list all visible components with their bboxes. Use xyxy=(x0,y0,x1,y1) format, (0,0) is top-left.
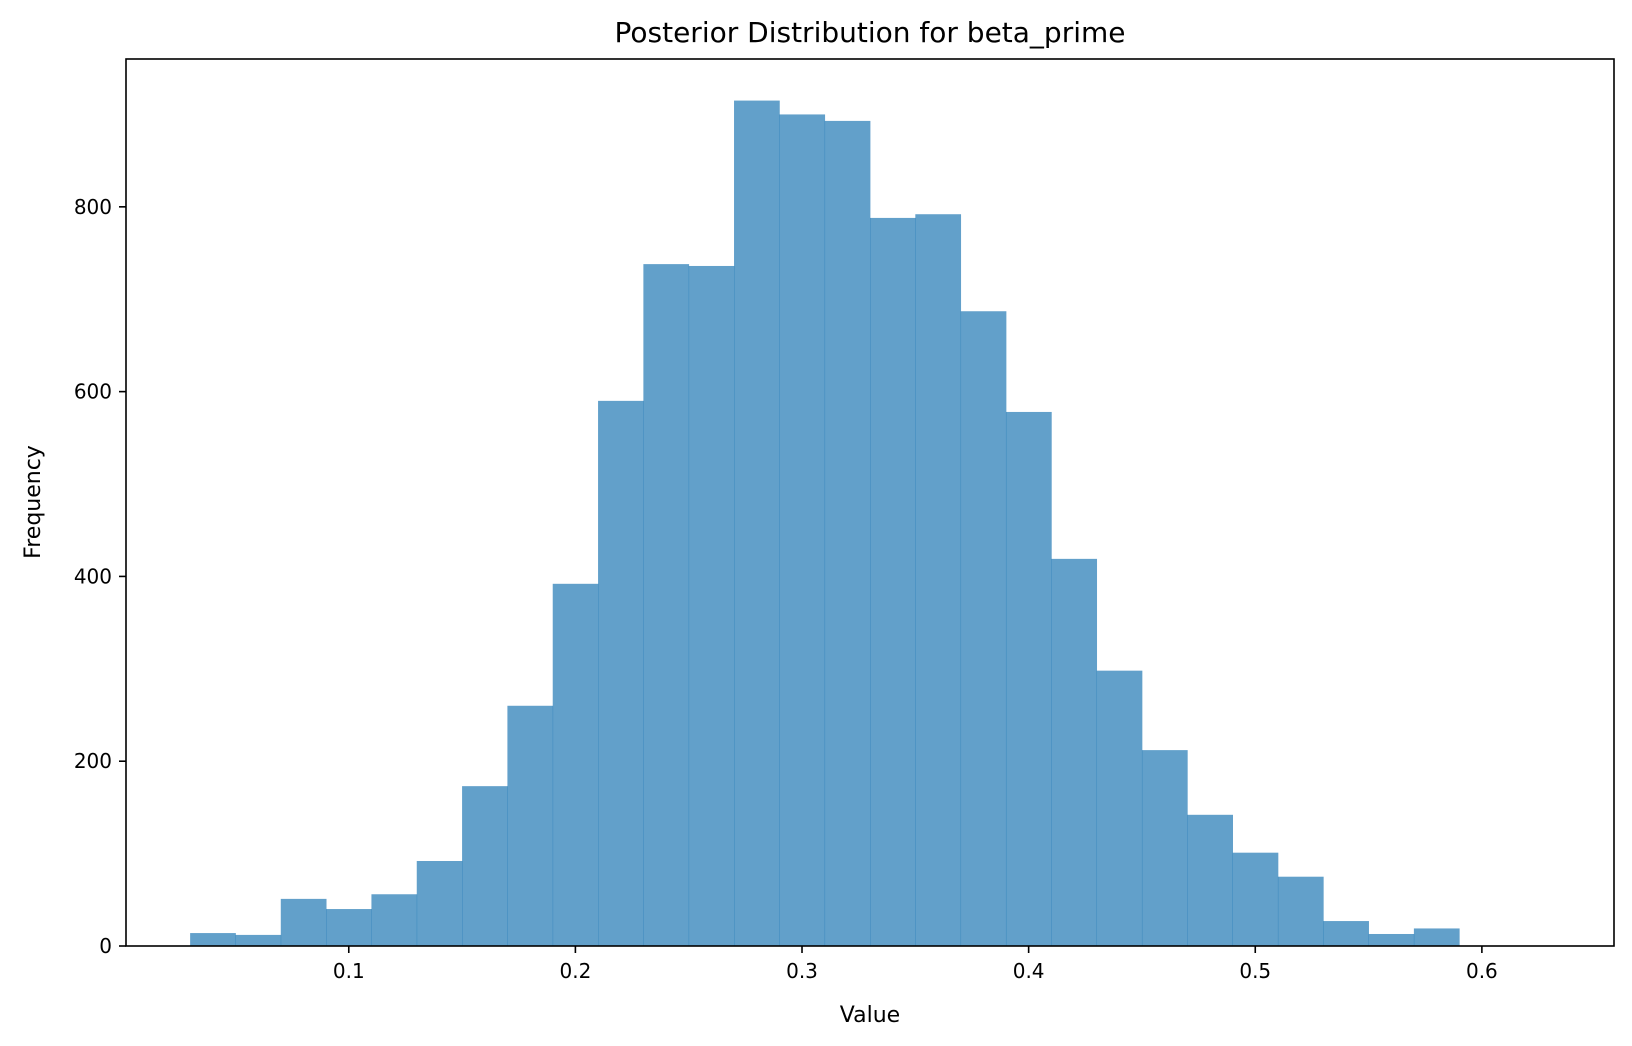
histogram-bars xyxy=(190,100,1460,947)
histogram-bar xyxy=(1051,558,1098,946)
histogram-bar xyxy=(870,217,916,946)
histogram-bar xyxy=(552,583,599,946)
y-tick-label: 0 xyxy=(99,934,112,958)
histogram-bar xyxy=(779,114,826,946)
histogram-bar xyxy=(1368,933,1415,946)
chart-title: Posterior Distribution for beta_prime xyxy=(615,16,1126,49)
histogram-bar xyxy=(1277,876,1324,946)
plot-frame xyxy=(125,58,1615,947)
x-tick-label: 0.2 xyxy=(559,959,591,983)
histogram-bar xyxy=(1413,928,1460,946)
histogram-bar xyxy=(280,898,327,946)
histogram-bar xyxy=(462,786,508,946)
x-tick-label: 0.3 xyxy=(786,959,818,983)
histogram-bar xyxy=(416,860,463,946)
y-axis-label: Frequency xyxy=(21,445,46,559)
histogram-bar xyxy=(371,894,418,946)
x-tick-label: 0.6 xyxy=(1466,959,1498,983)
histogram-bar xyxy=(326,909,372,946)
histogram-bar xyxy=(960,311,1007,947)
histogram-bar xyxy=(915,214,962,947)
y-tick-label: 200 xyxy=(74,749,112,773)
x-axis-ticks: 0.1 0.2 0.3 0.4 0.5 0.6 xyxy=(333,946,1498,983)
histogram-bar xyxy=(598,400,644,946)
x-tick-label: 0.1 xyxy=(333,959,365,983)
histogram-bar xyxy=(1323,921,1369,946)
histogram-bar xyxy=(235,934,282,946)
histogram-bar xyxy=(1187,814,1233,946)
histogram-bar xyxy=(688,265,735,946)
histogram-bar xyxy=(643,264,690,946)
histogram-bar xyxy=(1005,411,1052,946)
histogram-bar xyxy=(824,120,871,946)
y-tick-label: 600 xyxy=(74,380,112,404)
histogram-bar xyxy=(507,705,554,946)
x-tick-label: 0.4 xyxy=(1013,959,1045,983)
y-tick-label: 800 xyxy=(74,195,112,219)
y-tick-label: 400 xyxy=(74,564,112,588)
histogram-bar xyxy=(190,933,236,946)
x-axis-label: Value xyxy=(840,1003,900,1028)
histogram-bar xyxy=(1096,670,1143,946)
histogram-bar xyxy=(1232,852,1279,946)
x-tick-label: 0.5 xyxy=(1239,959,1271,983)
histogram-bar xyxy=(734,100,780,946)
histogram-bar xyxy=(1141,750,1188,946)
y-axis-ticks: 0 200 400 600 800 xyxy=(74,195,126,958)
